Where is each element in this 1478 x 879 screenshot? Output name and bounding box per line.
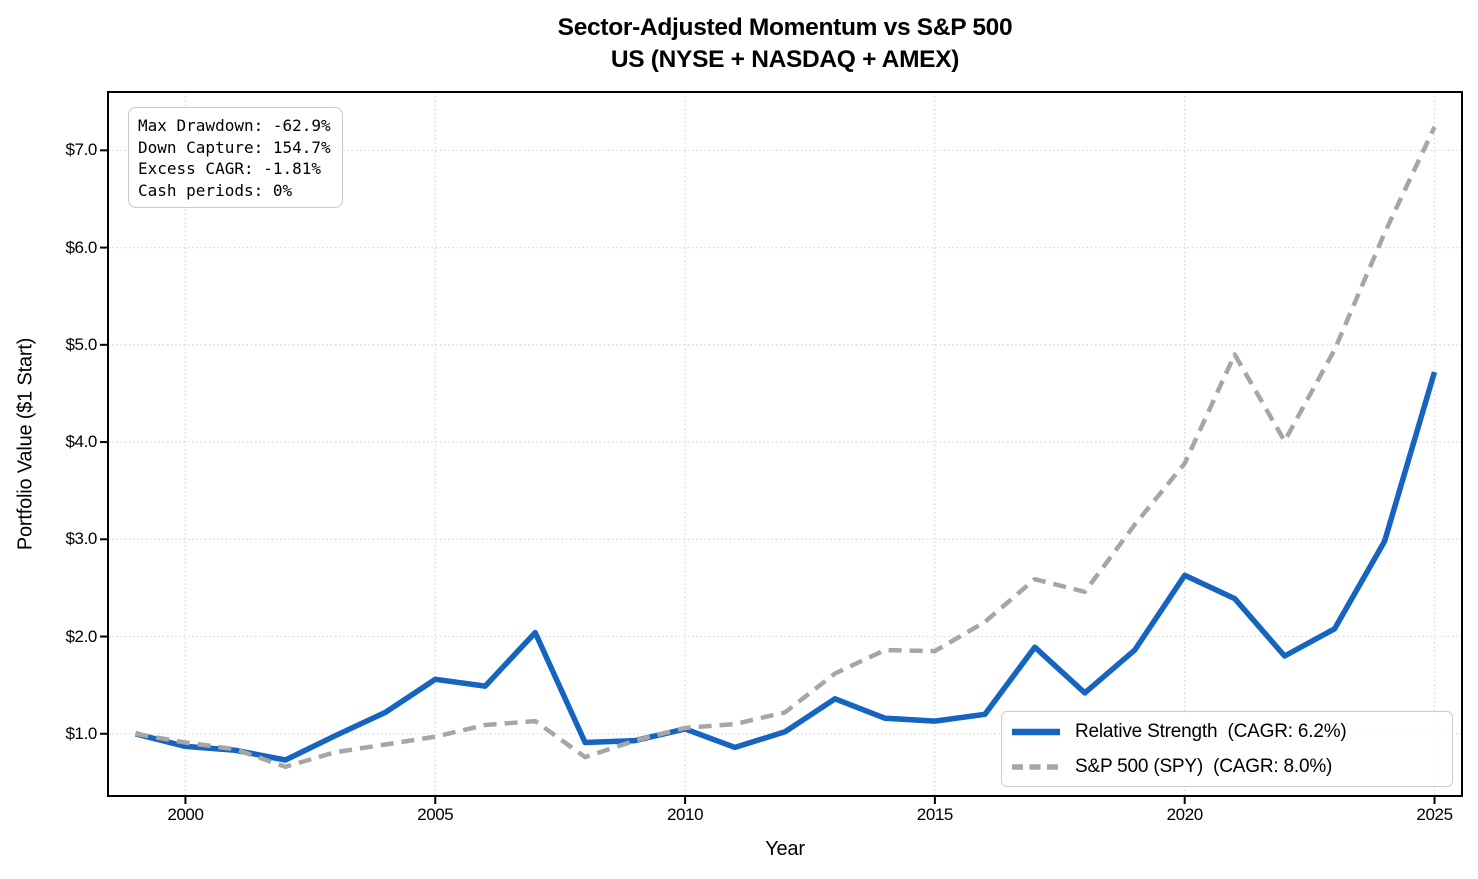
- x-tick-label: 2020: [1166, 805, 1204, 824]
- stats-line: Max Drawdown: -62.9%: [138, 116, 331, 135]
- legend-dashed-line-sample: [1012, 763, 1060, 770]
- chart-title-line2: US (NYSE + NASDAQ + AMEX): [610, 46, 960, 73]
- legend-solid-line-sample: [1012, 728, 1060, 735]
- legend-label: S&P 500 (SPY) (CAGR: 8.0%): [1075, 755, 1333, 777]
- plot-frame: [107, 91, 1463, 797]
- y-tick-label: $1.0: [65, 723, 98, 743]
- chart-title: Sector-Adjusted Momentum vs S&P 500 US (…: [108, 12, 1462, 76]
- stats-line: Cash periods: 0%: [138, 180, 293, 200]
- tick-layer: [100, 149, 1436, 804]
- y-tick-label: $2.0: [65, 626, 98, 646]
- stats-line: Down Capture: 154.7%: [138, 137, 331, 157]
- y-tick-label: $5.0: [65, 334, 98, 354]
- x-tick-label: 2000: [167, 805, 204, 824]
- x-axis-label: Year: [765, 838, 805, 860]
- y-tick-label: $3.0: [65, 529, 98, 549]
- legend-entry: Relative Strength (CAGR: 6.2%): [1011, 716, 1452, 748]
- stats-annotation-box: Max Drawdown: -62.9% Down Capture: 154.7%…: [128, 107, 343, 208]
- y-tick-label: $7.0: [65, 140, 98, 160]
- series-layer: [134, 126, 1438, 770]
- sp500-line: [135, 126, 1437, 770]
- x-tick-label: 2010: [666, 805, 704, 824]
- legend-entry: S&P 500 (SPY) (CAGR: 8.0%): [1011, 751, 1452, 783]
- x-tick-label: 2015: [916, 805, 954, 824]
- x-tick-label: 2025: [1416, 805, 1453, 824]
- legend-label: Relative Strength (CAGR: 6.2%): [1075, 720, 1347, 742]
- stats-line: Excess CAGR: -1.81%: [138, 159, 322, 178]
- chart-title-line1: Sector-Adjusted Momentum vs S&P 500: [557, 14, 1013, 41]
- relative-strength-line: [134, 371, 1438, 763]
- x-tick-label: 2005: [417, 805, 454, 824]
- y-tick-label: $4.0: [65, 432, 98, 452]
- legend: Relative Strength (CAGR: 6.2%) S&P 500 (S…: [1001, 711, 1453, 787]
- y-tick-label: $6.0: [65, 237, 98, 257]
